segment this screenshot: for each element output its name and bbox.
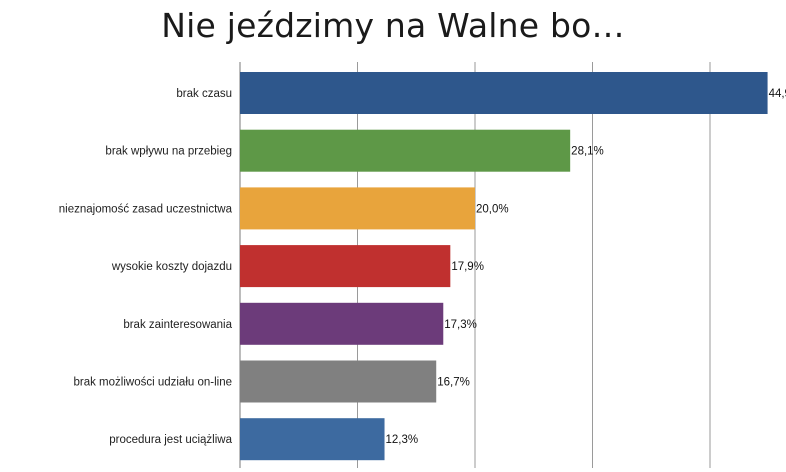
- bar: [240, 72, 768, 114]
- category-label: brak możliwości udziału on-line: [73, 377, 232, 389]
- category-label: brak zainteresowania: [123, 319, 232, 331]
- category-label: procedura jest uciążliwa: [109, 434, 232, 446]
- bar: [240, 418, 385, 461]
- data-label: 12,3%: [386, 434, 419, 446]
- data-label: 17,3%: [444, 319, 477, 331]
- bar: [240, 187, 475, 230]
- bar: [240, 129, 571, 172]
- chart-title: Nie jeździmy na Walne bo…: [161, 6, 625, 45]
- category-label: brak czasu: [176, 88, 232, 100]
- data-label: 17,9%: [451, 261, 484, 273]
- data-label: 28,1%: [571, 146, 604, 158]
- category-label: nieznajomość zasad uczestnictwa: [59, 203, 233, 215]
- data-label: 20,0%: [476, 203, 509, 215]
- bar: [240, 245, 451, 288]
- data-label: 44,9%: [769, 88, 786, 100]
- data-label: 16,7%: [437, 377, 470, 389]
- category-label: brak wpływu na przebieg: [105, 146, 232, 158]
- bar: [240, 360, 437, 403]
- category-label: wysokie koszty dojazdu: [111, 261, 232, 273]
- bar: [240, 302, 444, 345]
